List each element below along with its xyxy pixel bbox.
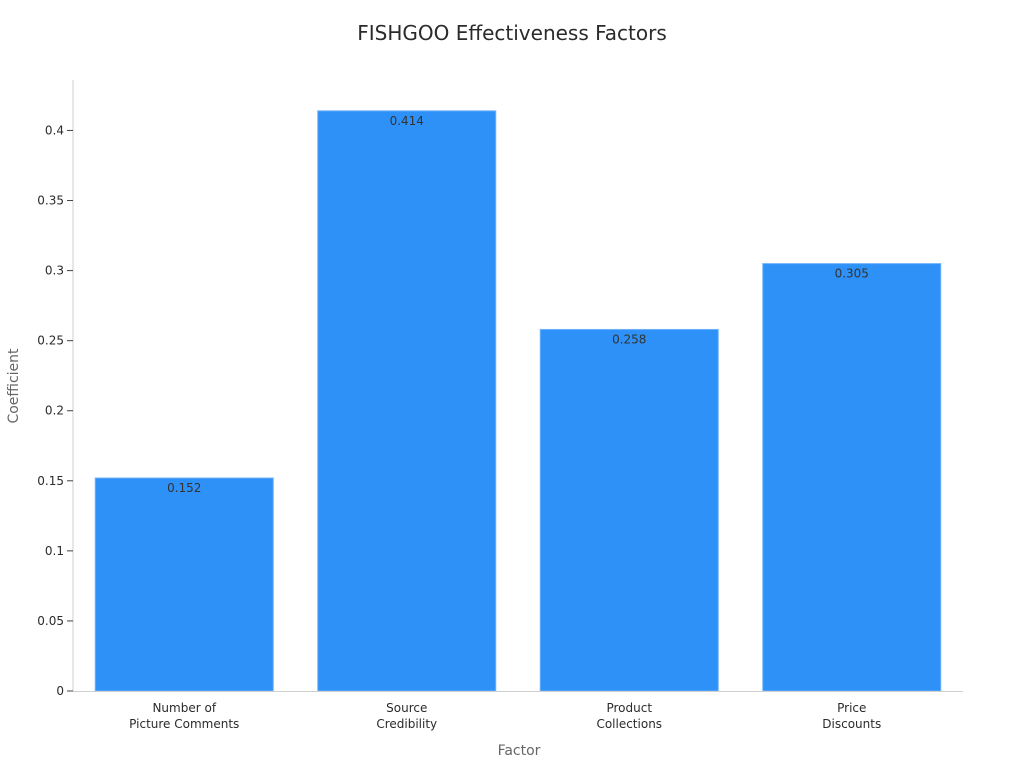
y-tick-label: 0.3 [45,264,64,278]
x-tick-label-line: Credibility [376,717,437,731]
y-axis: 0 0.05 0.1 0.15 0.2 0.25 0.3 0.35 0.4 [37,80,74,698]
x-tick-label: Number of Picture Comments [129,701,239,731]
x-tick-label-line: Picture Comments [129,717,239,731]
bars: 0.152 0.414 0.258 0.305 [94,110,942,692]
bar [539,328,719,692]
bar [317,110,497,692]
x-axis-title: Factor [498,743,541,759]
y-tick-label: 0.35 [37,194,64,208]
y-tick-label: 0.1 [45,544,64,558]
y-axis-title: Coefficient [6,348,22,424]
y-tick-label: 0.25 [37,334,64,348]
bar-value-label: 0.414 [390,114,424,128]
chart-title: FISHGOO Effectiveness Factors [357,21,667,45]
y-tick-label: 0.15 [37,474,64,488]
y-tick-label: 0.05 [37,614,64,628]
x-tick-label-line: Product [606,701,652,715]
x-tick-label-line: Price [837,701,866,715]
y-tick-label: 0 [56,684,64,698]
y-tick-label: 0.2 [45,404,64,418]
y-tick-label: 0.4 [45,123,64,137]
bar-value-label: 0.305 [835,267,869,281]
x-tick-label: Source Credibility [376,701,437,731]
x-tick-label: Product Collections [596,701,662,731]
x-tick-label-line: Number of [152,701,216,715]
x-tick-label: Price Discounts [822,701,881,731]
x-tick-label-line: Discounts [822,717,881,731]
x-tick-label-line: Source [386,701,427,715]
bar [762,263,942,692]
bar-value-label: 0.258 [612,332,646,346]
bar-value-label: 0.152 [167,481,201,495]
x-tick-label-line: Collections [596,717,662,731]
bar [94,477,274,692]
x-axis: Number of Picture Comments Source Credibili… [73,691,963,731]
